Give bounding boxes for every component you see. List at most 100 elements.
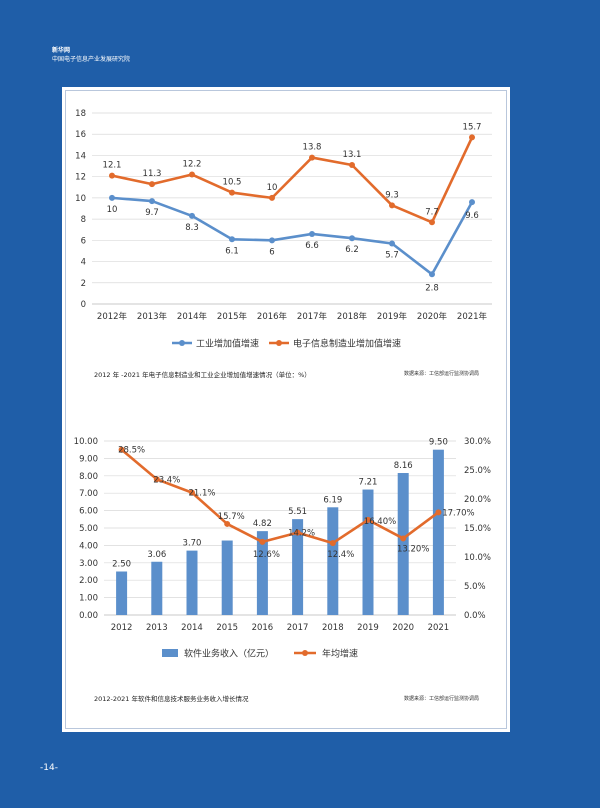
chart1-point-0 bbox=[309, 230, 315, 237]
chart1-data-label-1: 10 bbox=[267, 183, 278, 193]
chart2-bar-label: 8.16 bbox=[394, 461, 413, 471]
chart1-point-1 bbox=[149, 181, 155, 188]
chart1-y-tick-label: 12 bbox=[75, 173, 86, 183]
chart1-data-label-0: 6 bbox=[269, 247, 274, 257]
chart2-x-tick-label: 2017 bbox=[287, 623, 309, 633]
chart1-legend-marker-0 bbox=[179, 340, 185, 346]
chart1-data-label-0: 8.3 bbox=[185, 223, 199, 233]
institute-name: 中国电子信息产业发展研究院 bbox=[52, 56, 131, 63]
chart2-legend-bar-label: 软件业务收入（亿元） bbox=[184, 648, 274, 660]
chart2-y2-tick-label: 20.0% bbox=[464, 495, 491, 505]
chart2-growth-point bbox=[153, 476, 160, 483]
brand-name: 新华网 bbox=[52, 47, 71, 54]
chart2-bar bbox=[327, 507, 339, 615]
chart2-growth-point bbox=[329, 540, 336, 547]
chart2-x-tick-label: 2013 bbox=[146, 623, 168, 633]
chart2-legend-bar-swatch bbox=[162, 649, 178, 657]
header: 新华网 中国电子信息产业发展研究院 bbox=[52, 46, 130, 64]
chart1-point-0 bbox=[469, 199, 475, 206]
chart2-growth-label: 12.6% bbox=[253, 550, 280, 560]
chart1-point-1 bbox=[429, 219, 435, 226]
chart1-point-1 bbox=[229, 189, 235, 196]
chart2-y2-tick-label: 0.0% bbox=[464, 611, 486, 621]
chart2-x-tick-label: 2016 bbox=[252, 623, 274, 633]
chart1-data-label-0: 10 bbox=[107, 205, 118, 215]
chart2-y-tick-label: 2.00 bbox=[79, 576, 98, 586]
content-panel: 0 2 4 6 8 10 12 14 16 18 2012年 2013年 2014年 2015年 2016年… bbox=[62, 87, 510, 732]
chart1-point-1 bbox=[469, 134, 475, 141]
chart1-legend-label-1: 电子信息制造业增加值增速 bbox=[293, 338, 401, 350]
chart2-bar-label: 9.50 bbox=[429, 438, 448, 448]
chart1-y-tick-label: 2 bbox=[81, 279, 86, 289]
chart2-growth-point bbox=[435, 509, 442, 516]
chart2-growth-point bbox=[118, 446, 125, 453]
chart2-growth-point bbox=[224, 520, 231, 527]
chart1-point-1 bbox=[109, 172, 115, 179]
chart1-y-tick-label: 14 bbox=[75, 151, 86, 161]
chart2-growth-label: 13.20% bbox=[397, 544, 429, 554]
chart2-bar bbox=[256, 531, 268, 615]
chart2-x-tick-label: 2019 bbox=[357, 623, 379, 633]
chart2-growth-label: 16.40% bbox=[364, 517, 396, 527]
chart1-x-tick-label: 2018年 bbox=[337, 311, 368, 322]
chart1-x-tick-label: 2020年 bbox=[417, 311, 448, 322]
chart2-y-tick-label: 5.00 bbox=[79, 524, 98, 534]
chart1-x-tick-label: 2015年 bbox=[217, 311, 248, 322]
chart2-y-tick-label: 3.00 bbox=[79, 559, 98, 569]
chart2-growth-label: 15.7% bbox=[218, 512, 245, 522]
chart1-y-tick-label: 6 bbox=[81, 236, 86, 246]
chart2-x-tick-label: 2020 bbox=[392, 623, 414, 633]
chart1-x-tick-label: 2019年 bbox=[377, 311, 408, 322]
chart1-x-tick-label: 2012年 bbox=[97, 311, 128, 322]
chart2-bar bbox=[151, 561, 163, 615]
chart1-data-label-0: 6.6 bbox=[305, 241, 319, 251]
chart2-y2-tick-label: 30.0% bbox=[464, 437, 491, 447]
chart1-point-0 bbox=[189, 212, 195, 219]
chart1-data-label-1: 13.8 bbox=[303, 143, 322, 153]
chart2-growth-label: 17.70% bbox=[442, 508, 474, 518]
chart2-bar-label: 2.50 bbox=[112, 560, 131, 570]
chart1-data-label-1: 7.7 bbox=[425, 207, 439, 217]
chart2-growth-point bbox=[294, 529, 301, 536]
chart1-data-label-1: 15.7 bbox=[463, 122, 482, 132]
software-revenue-combo-chart: 0.00 1.00 2.00 3.00 4.00 5.00 6.00 7.00 8.00 9.00… bbox=[74, 437, 491, 660]
chart2-bar bbox=[362, 489, 374, 615]
chart2-y-tick-label: 10.00 bbox=[74, 437, 98, 447]
chart1-point-1 bbox=[269, 194, 275, 201]
chart1-data-label-0: 9.7 bbox=[145, 208, 159, 218]
chart1-point-0 bbox=[229, 236, 235, 243]
chart2-y2-tick-label: 25.0% bbox=[464, 466, 491, 476]
chart2-y-tick-label: 1.00 bbox=[79, 594, 98, 604]
chart2-bar bbox=[186, 550, 198, 615]
chart2-growth-label: 21.1% bbox=[188, 489, 215, 499]
chart1-data-label-0: 6.2 bbox=[345, 245, 359, 255]
chart2-bar-label: 4.82 bbox=[253, 519, 272, 529]
chart2-growth-point bbox=[189, 489, 195, 496]
chart2-growth-point bbox=[400, 535, 407, 542]
chart2-y-tick-label: 4.00 bbox=[79, 541, 98, 551]
chart1-y-tick-label: 4 bbox=[81, 258, 86, 268]
chart2-y2-tick-label: 10.0% bbox=[464, 553, 491, 563]
chart1-data-label-1: 13.1 bbox=[343, 150, 362, 160]
chart2-growth-label: 14.2% bbox=[288, 529, 315, 539]
chart2-bar-label: 3.70 bbox=[183, 539, 202, 549]
chart2-bar bbox=[221, 540, 233, 615]
chart2-bar bbox=[292, 519, 304, 615]
chart1-y-tick-label: 10 bbox=[75, 194, 86, 204]
chart2-growth-point bbox=[259, 538, 266, 545]
chart1-legend-label-0: 工业增加值增速 bbox=[196, 338, 259, 350]
chart2-y-tick-label: 9.00 bbox=[79, 454, 98, 464]
chart1-point-1 bbox=[349, 161, 355, 168]
chart1-point-0 bbox=[149, 198, 155, 205]
chart1-data-label-1: 10.5 bbox=[223, 178, 242, 188]
chart2-bar-label: 7.21 bbox=[359, 478, 378, 488]
chart2-x-tick-label: 2021 bbox=[428, 623, 450, 633]
chart2-bar-label: 5.51 bbox=[288, 507, 307, 517]
chart2-growth-line bbox=[120, 448, 440, 545]
page-number: -14- bbox=[40, 763, 58, 773]
chart2-x-tick-label: 2018 bbox=[322, 623, 344, 633]
chart1-point-0 bbox=[109, 194, 115, 201]
chart2-bar bbox=[116, 571, 128, 615]
chart1-point-1 bbox=[389, 202, 395, 209]
industry-growth-line-chart: 0 2 4 6 8 10 12 14 16 18 2012年 2013年 2014年 2015年 2016年… bbox=[75, 109, 492, 350]
